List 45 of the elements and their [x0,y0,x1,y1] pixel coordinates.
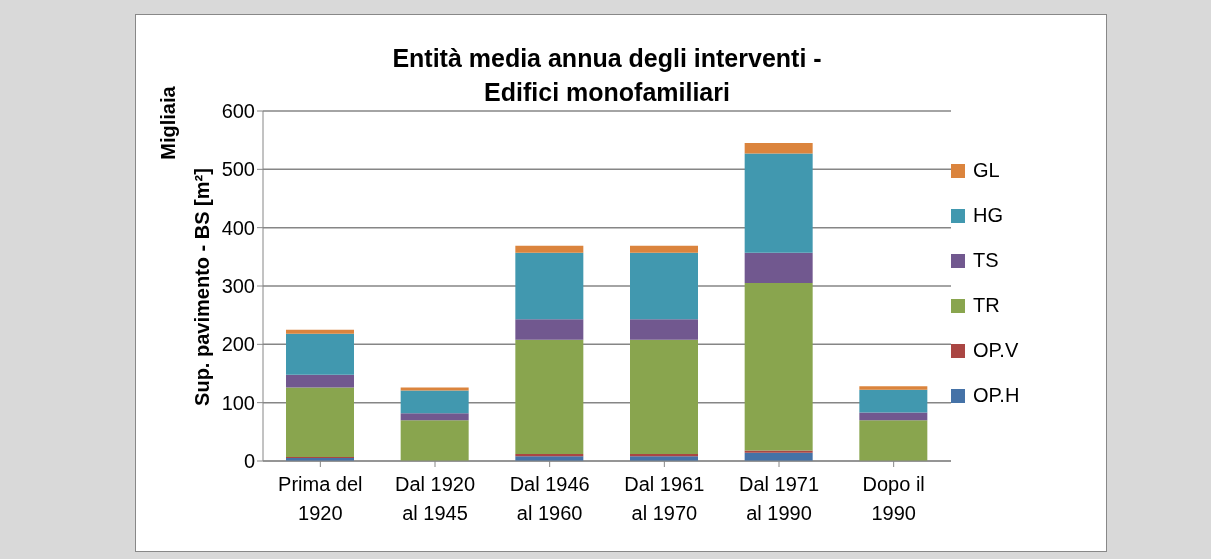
y-tick-label: 200 [221,333,255,356]
bar [286,374,354,388]
bar [859,412,928,421]
bar [515,319,584,340]
bar [400,420,469,461]
bar [744,143,813,154]
legend-label: OP.H [973,384,1020,407]
legend-label: OP.V [973,339,1019,362]
bar [859,389,928,413]
x-tick-label: Dal 1961 al 1970 [624,473,705,524]
x-tick-label: Dal 1946 al 1960 [509,473,590,524]
x-tick-label: Dopo il 1990 [862,473,925,524]
y-tick-label: 300 [221,275,255,298]
bar [630,319,698,340]
bar [744,153,813,253]
x-tick-label: Prima del 1920 [278,473,363,524]
y-tick-label: 500 [221,158,255,181]
y-axis-title: Sup. pavimento - BS [m²] [190,168,214,406]
chart-title: Entità media annua degli interventi - Edifici monofamiliari [391,43,823,108]
bar [630,339,698,454]
text: Migliaia [156,85,180,162]
y-tick-label: 100 [221,391,255,414]
legend-label: TR [973,294,1000,317]
bar [286,329,354,334]
bar [744,283,813,451]
bar [515,245,584,253]
y-tick-label: 600 [221,100,255,123]
bar [515,339,584,454]
bar [859,386,928,390]
bar [630,252,698,320]
x-tick-label: Dal 1971 al 1990 [738,473,820,524]
bar [286,387,354,457]
legend-label: TS [973,249,999,272]
legend-label: GL [973,159,1000,182]
bar [515,252,584,320]
bar [286,333,354,375]
bar [630,245,698,253]
bar [400,390,469,414]
bar [744,252,813,284]
bar [859,420,928,461]
legend-label: HG [973,204,1003,227]
bar [400,413,469,421]
x-tick-label: Dal 1920 al 1945 [394,473,476,524]
y-tick-label: 0 [243,450,255,473]
y-tick-label: 400 [221,216,255,239]
